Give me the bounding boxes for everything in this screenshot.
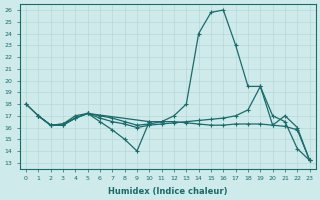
X-axis label: Humidex (Indice chaleur): Humidex (Indice chaleur) bbox=[108, 187, 228, 196]
